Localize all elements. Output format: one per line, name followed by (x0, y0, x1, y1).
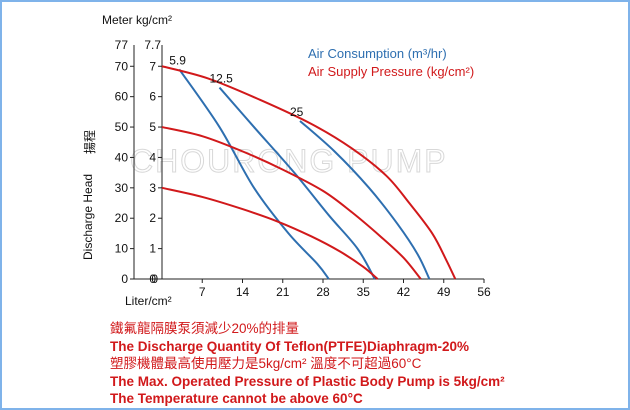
right-tick-label-top: 7.7 (144, 38, 161, 52)
x-tick-label: 28 (316, 285, 330, 299)
note-pressure-en: The Max. Operated Pressure of Plastic Bo… (110, 373, 505, 389)
note-teflon-cjk: 鐵氟龍隔膜泵須減少20%的排量 (110, 321, 300, 336)
right-tick-label: 5 (149, 120, 156, 134)
watermark: CHOURONG PUMP (130, 143, 448, 179)
legend-air-consumption: Air Consumption (m³/hr) (308, 46, 447, 61)
left-tick-label-top: 77 (115, 38, 129, 52)
left-tick-label: 50 (115, 120, 129, 134)
right-tick-label: 6 (149, 90, 156, 104)
y-unit-title: Meter kg/cm² (102, 13, 172, 27)
notes-block: 鐵氟龍隔膜泵須減少20%的排量 The Discharge Quantity O… (110, 320, 620, 408)
right-tick-label: 0 (149, 272, 156, 286)
right-tick-label: 4 (149, 150, 156, 164)
air-curve-label-12-5: 12.5 (210, 72, 234, 86)
air-pressure-curve-5 (161, 126, 422, 280)
right-tick-label: 2 (149, 211, 156, 225)
legend-air-pressure: Air Supply Pressure (kg/cm²) (308, 64, 474, 79)
x-tick-label: 49 (437, 285, 451, 299)
x-unit-title: Liter/cm² (125, 294, 172, 308)
air-pressure-curve-7 (161, 65, 457, 280)
left-tick-label: 0 (121, 272, 128, 286)
right-tick-label: 3 (149, 181, 156, 195)
left-tick-label: 40 (115, 150, 129, 164)
right-tick-label: 1 (149, 242, 156, 256)
air-curve-label-5-9: 5.9 (169, 53, 186, 67)
x-origin-label: 0 (151, 272, 158, 286)
x-tick-label: 21 (276, 285, 290, 299)
left-tick-label: 10 (115, 242, 129, 256)
x-tick-label: 7 (199, 285, 206, 299)
right-tick-label: 7 (149, 59, 156, 73)
x-tick-label: 14 (236, 285, 250, 299)
air-consumption-curve-12-5 (218, 86, 376, 280)
y-axis-title: Discharge Head (81, 174, 95, 260)
left-tick-label: 60 (115, 90, 129, 104)
note-teflon-en: The Discharge Quantity Of Teflon(PTFE)Di… (110, 338, 470, 354)
left-tick-label: 30 (115, 181, 129, 195)
left-tick-label: 20 (115, 211, 129, 225)
x-tick-label: 35 (357, 285, 371, 299)
air-consumption-curve-5-9 (178, 68, 330, 280)
air-pressure-curve-3 (161, 186, 379, 280)
air-consumption-curve-25 (299, 120, 431, 280)
note-temperature-en: The Temperature cannot be above 60°C (110, 391, 363, 406)
left-tick-label: 70 (115, 59, 129, 73)
x-tick-label: 56 (477, 285, 491, 299)
note-pressure-cjk: 塑膠機體最高使用壓力是5kg/cm² 溫度不可超過60°C (110, 356, 422, 371)
x-tick-label: 42 (397, 285, 411, 299)
air-curve-label-25: 25 (290, 105, 304, 119)
y-axis-title-cjk: 揚程 (82, 130, 97, 154)
